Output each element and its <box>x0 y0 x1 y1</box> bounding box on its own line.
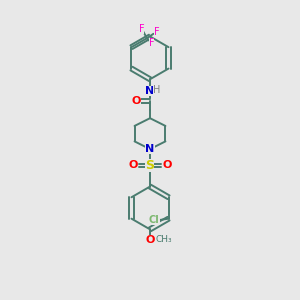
Text: F: F <box>148 38 154 48</box>
Text: N: N <box>146 144 154 154</box>
Text: O: O <box>163 160 172 170</box>
Text: F: F <box>154 27 159 37</box>
Text: O: O <box>128 160 137 170</box>
Text: O: O <box>145 235 155 245</box>
Text: H: H <box>153 85 160 95</box>
Text: Cl: Cl <box>149 215 160 225</box>
Text: O: O <box>132 96 141 106</box>
Text: N: N <box>146 86 154 96</box>
Text: CH₃: CH₃ <box>155 235 172 244</box>
Text: S: S <box>146 159 154 172</box>
Text: F: F <box>139 24 144 34</box>
